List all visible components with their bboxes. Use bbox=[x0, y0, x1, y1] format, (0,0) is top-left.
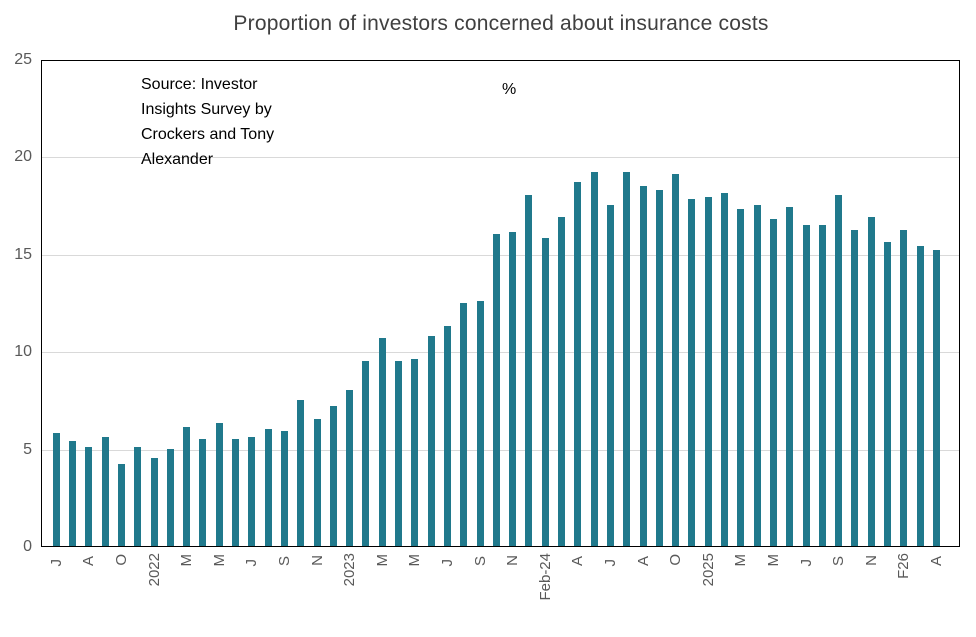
gridline-20 bbox=[42, 157, 959, 159]
bar bbox=[183, 427, 191, 546]
bar bbox=[867, 216, 875, 546]
x-tick-label: M bbox=[210, 553, 228, 567]
bar bbox=[786, 207, 794, 546]
gridline-15 bbox=[42, 254, 959, 256]
bar bbox=[769, 218, 777, 546]
bar bbox=[590, 171, 598, 546]
x-tick-label: A bbox=[80, 555, 98, 566]
plot-area bbox=[41, 60, 960, 547]
bar bbox=[835, 195, 843, 546]
x-tick-label: O bbox=[112, 554, 130, 566]
bar bbox=[248, 436, 256, 546]
bar bbox=[215, 423, 223, 546]
y-tick-label: 20 bbox=[14, 148, 32, 166]
y-tick-label: 5 bbox=[23, 440, 32, 458]
bar bbox=[932, 249, 940, 546]
x-tick-label: A bbox=[569, 555, 587, 566]
bar bbox=[639, 185, 647, 546]
x-tick-label: S bbox=[275, 555, 293, 566]
bar bbox=[101, 436, 109, 546]
bar bbox=[606, 205, 614, 546]
x-tick-label: M bbox=[178, 553, 196, 567]
x-tick-label: J bbox=[438, 558, 456, 567]
bar bbox=[346, 390, 354, 546]
bar bbox=[753, 205, 761, 546]
bar bbox=[884, 242, 891, 546]
bar bbox=[460, 302, 468, 546]
bar bbox=[166, 448, 174, 546]
bar bbox=[232, 438, 239, 546]
x-tick-label: N bbox=[504, 555, 522, 566]
x-tick-label: N bbox=[308, 555, 326, 566]
bar bbox=[411, 359, 419, 546]
bar bbox=[623, 171, 631, 546]
x-tick-label: F26 bbox=[895, 553, 913, 579]
bar bbox=[395, 360, 402, 546]
bar bbox=[427, 335, 435, 546]
bar bbox=[900, 230, 908, 546]
x-tick-label: J bbox=[243, 558, 261, 567]
bar bbox=[574, 181, 582, 546]
x-tick-label: A bbox=[634, 555, 652, 566]
x-tick-label: 2025 bbox=[699, 553, 717, 587]
x-tick-label: O bbox=[667, 554, 685, 566]
bar bbox=[85, 446, 93, 546]
bar bbox=[688, 199, 696, 546]
bar bbox=[818, 224, 826, 546]
x-tick-label: J bbox=[797, 558, 815, 567]
bar bbox=[737, 209, 745, 546]
bar bbox=[525, 195, 533, 546]
bar bbox=[492, 234, 500, 546]
bar bbox=[704, 197, 712, 546]
x-tick-label: J bbox=[601, 558, 619, 567]
x-tick-label: J bbox=[47, 558, 65, 567]
bar bbox=[297, 399, 305, 546]
bar bbox=[117, 464, 125, 546]
x-tick-label: S bbox=[830, 555, 848, 566]
bar bbox=[362, 360, 370, 546]
bar bbox=[476, 300, 484, 546]
bar bbox=[851, 230, 859, 546]
x-tick-label: M bbox=[406, 553, 424, 567]
x-tick-label: A bbox=[927, 555, 945, 566]
bar bbox=[541, 238, 549, 546]
bar bbox=[150, 458, 158, 546]
bar bbox=[313, 419, 321, 546]
bar bbox=[199, 438, 207, 546]
bar bbox=[558, 216, 565, 546]
bar bbox=[802, 224, 810, 546]
gridline-5 bbox=[42, 449, 959, 451]
x-tick-label: S bbox=[471, 555, 489, 566]
gridline-10 bbox=[42, 352, 959, 354]
y-tick-label: 0 bbox=[23, 538, 32, 555]
bar bbox=[280, 431, 288, 546]
bar bbox=[443, 325, 451, 546]
y-tick-label: 10 bbox=[14, 343, 32, 361]
bar bbox=[69, 440, 76, 546]
x-tick-label: Feb-24 bbox=[536, 553, 554, 601]
x-tick-label: N bbox=[862, 555, 880, 566]
bar bbox=[52, 433, 60, 546]
chart-title: Proportion of investors concerned about … bbox=[233, 12, 769, 35]
bar bbox=[916, 246, 924, 546]
bar bbox=[378, 337, 386, 546]
y-tick-label: 15 bbox=[14, 245, 32, 263]
bar bbox=[672, 173, 680, 546]
x-tick-label: M bbox=[373, 553, 391, 567]
bar bbox=[721, 193, 728, 546]
source-note: Source: Investor Insights Survey by Croc… bbox=[141, 76, 275, 168]
unit-label: % bbox=[502, 81, 517, 98]
bar bbox=[264, 429, 272, 546]
x-tick-label: M bbox=[732, 553, 750, 567]
x-tick-label: 2022 bbox=[145, 553, 163, 587]
bar bbox=[329, 405, 337, 546]
y-tick-label: 25 bbox=[14, 51, 32, 68]
bar bbox=[509, 232, 517, 546]
bar bbox=[655, 189, 663, 546]
x-tick-label: M bbox=[764, 553, 782, 567]
x-tick-label: 2023 bbox=[341, 553, 359, 587]
bar bbox=[134, 446, 142, 546]
